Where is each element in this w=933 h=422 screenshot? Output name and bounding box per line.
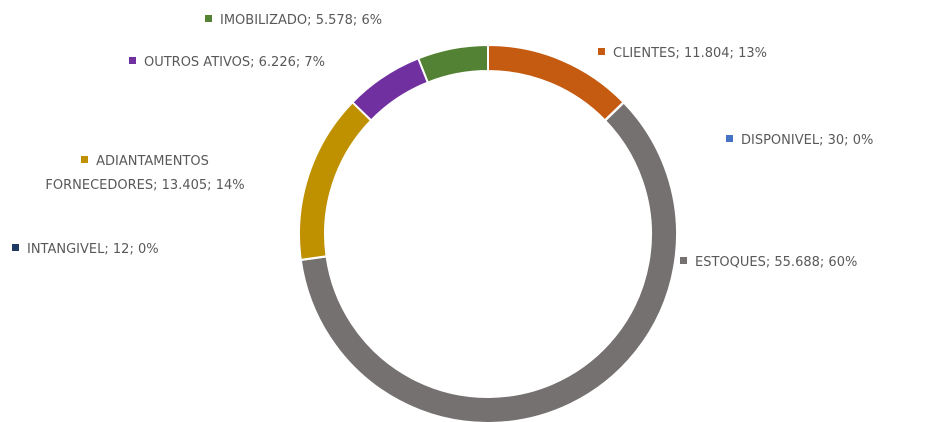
- label-percent: 60%: [828, 255, 858, 270]
- label-name: ESTOQUES: [695, 255, 766, 270]
- label-separator: ;: [295, 55, 301, 70]
- data-label: CLIENTES; 11.804; 13%: [598, 42, 767, 66]
- slice: [351, 57, 430, 122]
- label-percent: 0%: [852, 133, 874, 148]
- slice: [299, 101, 678, 422]
- label-separator: ;: [153, 178, 158, 193]
- label-name: INTANGIVEL: [27, 242, 105, 257]
- label-separator: ;: [129, 242, 134, 257]
- legend-marker: [598, 48, 605, 55]
- label-separator: ;: [104, 242, 109, 257]
- data-label: OUTROS ATIVOS; 6.226; 7%: [118, 51, 336, 75]
- label-separator: ;: [729, 46, 734, 61]
- data-label: DISPONIVEL; 30; 0%: [726, 129, 873, 153]
- label-separator: ;: [352, 13, 358, 28]
- label-value: 55.688: [774, 255, 820, 270]
- label-separator: ;: [675, 46, 680, 61]
- legend-marker: [128, 57, 136, 64]
- label-name: DISPONIVEL: [741, 133, 820, 148]
- slice: [298, 100, 373, 261]
- label-percent: 7%: [304, 55, 326, 70]
- label-separator: ;: [765, 255, 771, 270]
- label-separator: ;: [250, 55, 255, 70]
- label-separator: ;: [207, 178, 212, 193]
- label-value: 6.226: [258, 55, 296, 70]
- label-name: CLIENTES: [613, 46, 676, 61]
- data-label: ESTOQUES; 55.688; 60%: [680, 251, 857, 275]
- label-value: 5.578: [315, 13, 353, 28]
- label-percent: 6%: [361, 13, 383, 28]
- label-separator: ;: [307, 13, 312, 28]
- label-name: IMOBILIZADO: [220, 13, 308, 28]
- label-value: 12: [112, 242, 130, 257]
- legend-marker: [726, 135, 733, 142]
- label-value: 13.405: [161, 178, 208, 193]
- label-name: OUTROS ATIVOS: [143, 55, 251, 70]
- label-percent: 0%: [137, 242, 159, 257]
- label-percent: 14%: [215, 178, 245, 193]
- data-label: IMOBILIZADO; 5.578; 6%: [205, 9, 382, 33]
- label-percent: 13%: [738, 46, 767, 61]
- label-value: 11.804: [684, 46, 730, 61]
- legend-marker: [680, 257, 687, 264]
- legend-marker: [81, 156, 89, 163]
- label-separator: ;: [819, 255, 825, 270]
- data-label: ADIANTAMENTOS FORNECEDORES; 13.405; 14%: [40, 150, 250, 198]
- label-separator: ;: [819, 133, 824, 148]
- slice: [416, 43, 489, 84]
- data-label: INTANGIVEL; 12; 0%: [12, 238, 159, 262]
- label-separator: ;: [844, 133, 849, 148]
- legend-marker: [12, 244, 19, 251]
- label-name: ADIANTAMENTOS FORNECEDORES: [45, 154, 209, 193]
- legend-marker: [205, 15, 212, 22]
- label-value: 30: [827, 133, 845, 148]
